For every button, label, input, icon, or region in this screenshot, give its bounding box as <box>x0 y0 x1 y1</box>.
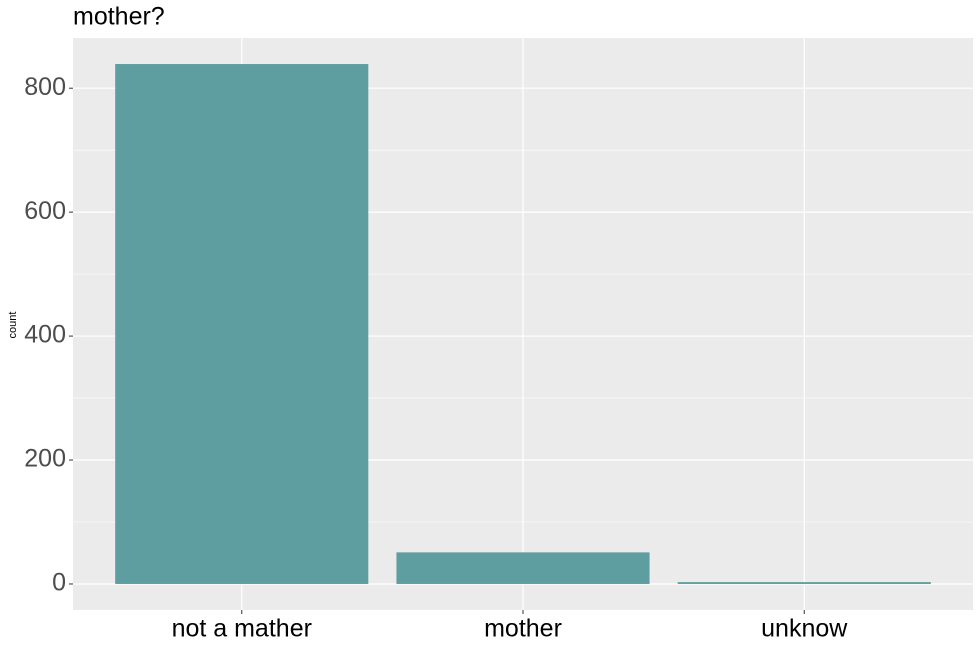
chart-title: mother? <box>73 3 165 31</box>
y-tick-label: 200 <box>24 445 66 473</box>
y-tick-label: 400 <box>24 321 66 349</box>
y-axis-label: count <box>7 312 19 339</box>
bar <box>677 582 931 584</box>
y-tick-label: 800 <box>24 73 66 101</box>
y-tick-label: 600 <box>24 197 66 225</box>
y-tick-label: 0 <box>52 569 66 597</box>
x-tick-label: unknow <box>761 615 848 643</box>
bar <box>115 64 369 584</box>
x-tick-label: not a mather <box>172 615 312 643</box>
x-tick-label: mother <box>484 615 562 643</box>
bar <box>396 552 650 584</box>
